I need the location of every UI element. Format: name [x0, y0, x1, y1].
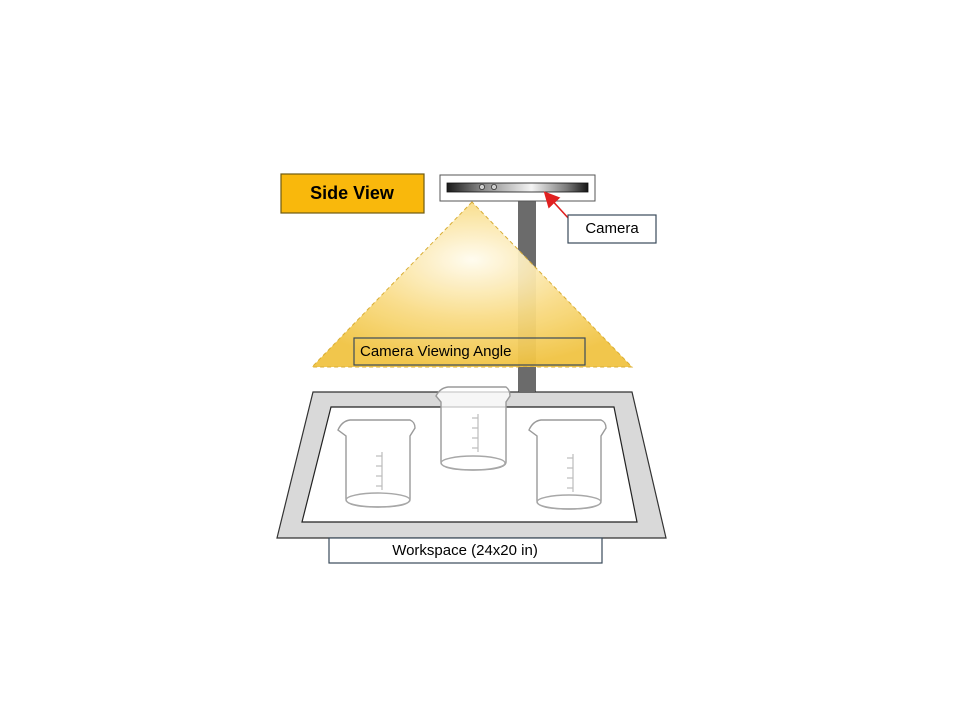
workspace-label-box: Workspace (24x20 in): [328, 537, 603, 564]
beaker-icon: [528, 419, 607, 510]
beaker-icon: [435, 386, 511, 471]
workspace-label: Workspace (24x20 in): [392, 542, 538, 559]
camera-lens-icon: [478, 183, 485, 190]
camera-lens-icon: [490, 183, 497, 190]
camera-label: Camera: [585, 220, 639, 237]
viewing-angle-label: Camera Viewing Angle: [360, 343, 511, 360]
viewing-angle-label-box: Camera Viewing Angle: [353, 337, 586, 366]
camera-callout-arrow: [543, 191, 571, 221]
camera-viewing-cone: [310, 201, 634, 368]
camera-pole-base: [519, 367, 535, 393]
beaker-icon: [337, 419, 416, 508]
side-view-title: Side View: [310, 183, 395, 203]
camera-device: [439, 174, 596, 202]
camera-label-box: Camera: [567, 214, 657, 244]
side-view-title-box: Side View: [280, 173, 425, 214]
